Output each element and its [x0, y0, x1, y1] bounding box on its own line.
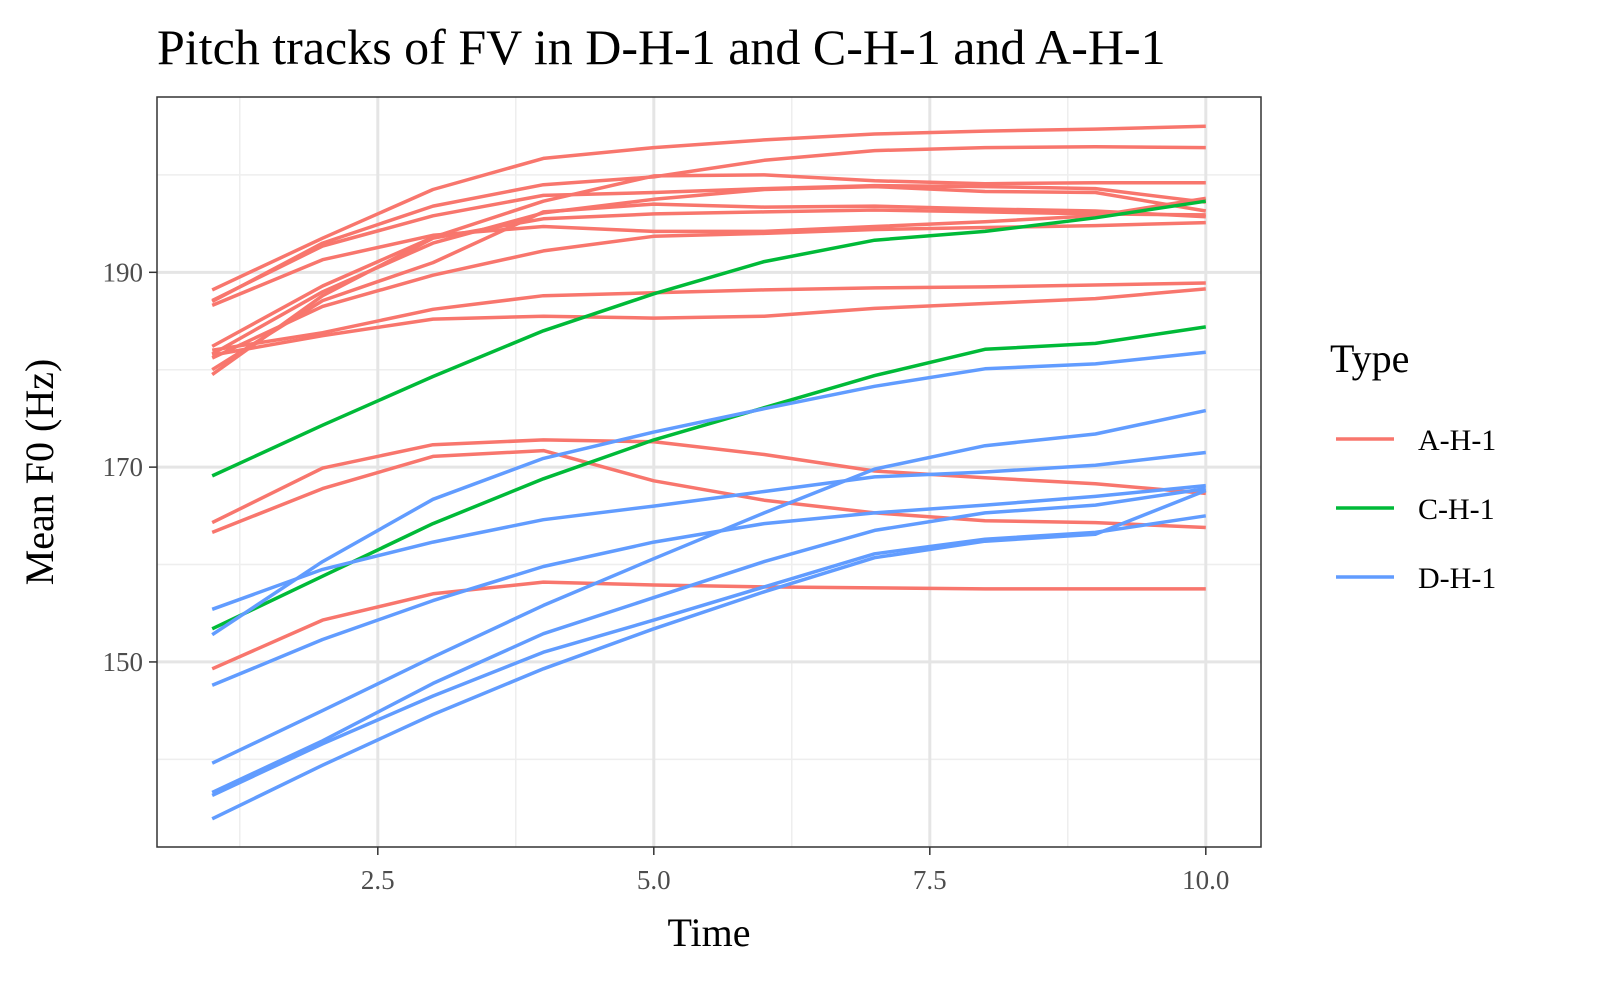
y-tick-label: 170: [103, 452, 144, 482]
series-line-a-h-1: [211, 448, 1206, 535]
series-line-a-h-1: [211, 580, 1206, 671]
series-line-a-h-1: [211, 173, 1206, 348]
series-line-d-h-1: [211, 450, 1207, 611]
series-line-a-h-1: [211, 124, 1206, 292]
series-line-a-h-1: [211, 208, 1206, 377]
chart-title: Pitch tracks of FV in D-H-1 and C-H-1 an…: [157, 19, 1166, 75]
series-line-a-h-1: [211, 281, 1206, 352]
series-line-a-h-1: [211, 287, 1206, 357]
x-tick-label: 2.5: [361, 865, 395, 895]
y-tick-label: 150: [103, 647, 144, 677]
x-tick-label: 7.5: [913, 865, 947, 895]
series-line-a-h-1: [211, 196, 1207, 308]
series-line-d-h-1: [211, 514, 1207, 797]
series-lines: [211, 124, 1207, 821]
y-axis-title: Mean F0 (Hz): [17, 359, 62, 586]
x-tick-label: 10.0: [1182, 865, 1229, 895]
panel-border: [156, 96, 1262, 848]
series-line-a-h-1: [211, 220, 1206, 360]
x-axis: 2.5 5.0 7.5 10.0: [361, 847, 1229, 895]
legend-label-c-h-1: C-H-1: [1418, 493, 1495, 526]
plot-panel: [156, 96, 1262, 848]
legend-entries: A-H-1 C-H-1 D-H-1: [1336, 424, 1496, 595]
series-line-a-h-1: [211, 438, 1206, 525]
series-line-d-h-1: [211, 483, 1206, 687]
series-line-d-h-1: [211, 486, 1207, 795]
series-line-c-h-1: [211, 325, 1207, 631]
legend-label-d-h-1: D-H-1: [1418, 562, 1496, 595]
legend: Type A-H-1 C-H-1 D-H-1: [1330, 336, 1496, 595]
series-line-d-h-1: [211, 488, 1207, 821]
x-axis-title: Time: [667, 910, 750, 955]
series-line-d-h-1: [211, 408, 1207, 765]
panel-background: [157, 97, 1261, 847]
series-line-a-h-1: [211, 144, 1206, 304]
y-tick-label: 190: [103, 257, 144, 287]
legend-label-a-h-1: A-H-1: [1418, 424, 1496, 457]
series-line-a-h-1: [211, 202, 1206, 372]
x-tick-label: 5.0: [637, 865, 671, 895]
series-line-d-h-1: [211, 350, 1206, 637]
legend-title: Type: [1330, 336, 1409, 381]
y-axis: 150 170 190: [103, 257, 157, 677]
series-line-c-h-1: [211, 199, 1207, 478]
series-line-a-h-1: [211, 183, 1207, 303]
